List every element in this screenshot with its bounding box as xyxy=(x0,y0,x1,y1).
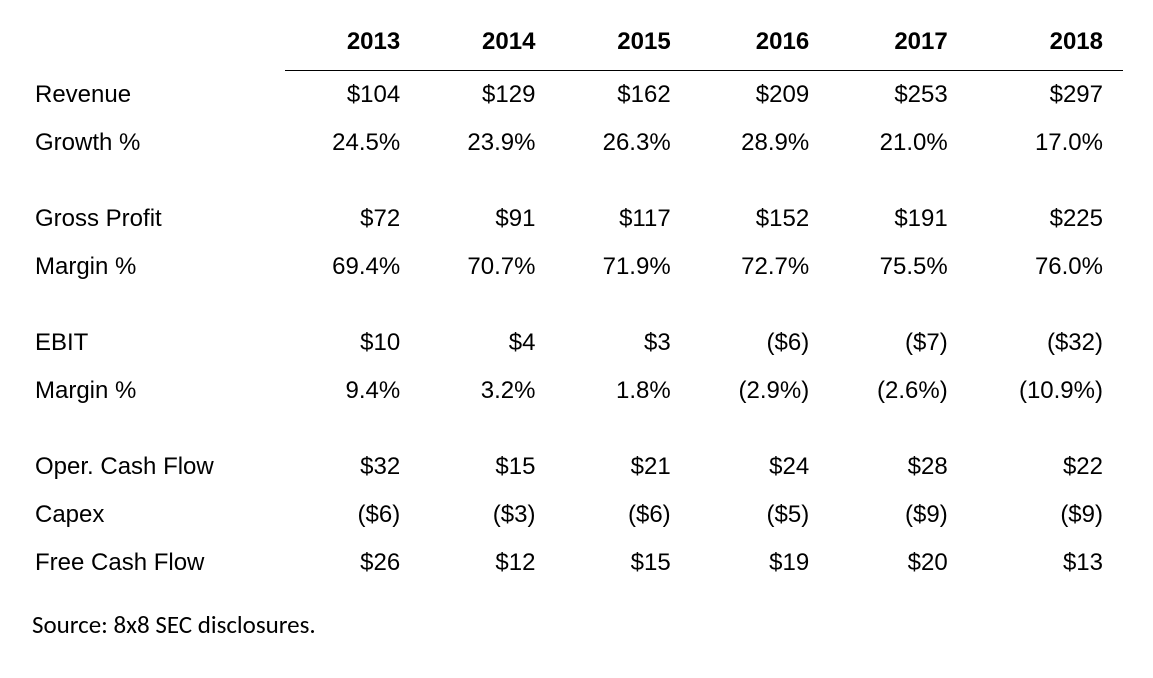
table-row: Oper. Cash Flow $32 $15 $21 $24 $28 $22 xyxy=(30,443,1123,491)
table-row: Capex ($6) ($3) ($6) ($5) ($9) ($9) xyxy=(30,491,1123,539)
table-row: Margin % 9.4% 3.2% 1.8% (2.9%) (2.6%) (1… xyxy=(30,367,1123,415)
row-label: Growth % xyxy=(30,119,285,167)
cell-value: ($7) xyxy=(829,319,968,367)
row-label: Free Cash Flow xyxy=(30,539,285,587)
cell-value: $162 xyxy=(555,71,690,120)
cell-value: $15 xyxy=(420,443,555,491)
table-body: Revenue $104 $129 $162 $209 $253 $297 Gr… xyxy=(30,71,1123,588)
row-label: Margin % xyxy=(30,367,285,415)
cell-value: 71.9% xyxy=(555,243,690,291)
table-row: Growth % 24.5% 23.9% 26.3% 28.9% 21.0% 1… xyxy=(30,119,1123,167)
cell-value: ($9) xyxy=(829,491,968,539)
cell-value: 3.2% xyxy=(420,367,555,415)
spacer-row xyxy=(30,415,1123,443)
cell-value: 21.0% xyxy=(829,119,968,167)
cell-value: $24 xyxy=(691,443,830,491)
source-note: Source: 8x8 SEC disclosures. xyxy=(30,609,1123,640)
table-row: Gross Profit $72 $91 $117 $152 $191 $225 xyxy=(30,195,1123,243)
cell-value: $297 xyxy=(968,71,1123,120)
cell-value: $20 xyxy=(829,539,968,587)
cell-value: $72 xyxy=(285,195,420,243)
cell-value: $21 xyxy=(555,443,690,491)
cell-value: $10 xyxy=(285,319,420,367)
cell-value: $12 xyxy=(420,539,555,587)
cell-value: (2.9%) xyxy=(691,367,830,415)
cell-value: $26 xyxy=(285,539,420,587)
header-year: 2018 xyxy=(968,20,1123,71)
row-label: Capex xyxy=(30,491,285,539)
cell-value: 1.8% xyxy=(555,367,690,415)
cell-value: 17.0% xyxy=(968,119,1123,167)
row-label: Margin % xyxy=(30,243,285,291)
cell-value: ($32) xyxy=(968,319,1123,367)
cell-value: 24.5% xyxy=(285,119,420,167)
cell-value: 75.5% xyxy=(829,243,968,291)
cell-value: $15 xyxy=(555,539,690,587)
header-year: 2017 xyxy=(829,20,968,71)
cell-value: $152 xyxy=(691,195,830,243)
cell-value: ($6) xyxy=(691,319,830,367)
cell-value: $3 xyxy=(555,319,690,367)
cell-value: $28 xyxy=(829,443,968,491)
header-blank xyxy=(30,20,285,71)
table-header-row: 2013 2014 2015 2016 2017 2018 xyxy=(30,20,1123,71)
cell-value: 26.3% xyxy=(555,119,690,167)
cell-value: ($3) xyxy=(420,491,555,539)
cell-value: $225 xyxy=(968,195,1123,243)
cell-value: $13 xyxy=(968,539,1123,587)
cell-value: 69.4% xyxy=(285,243,420,291)
cell-value: ($6) xyxy=(555,491,690,539)
table-row: Revenue $104 $129 $162 $209 $253 $297 xyxy=(30,71,1123,120)
spacer-row xyxy=(30,291,1123,319)
cell-value: $4 xyxy=(420,319,555,367)
cell-value: ($5) xyxy=(691,491,830,539)
cell-value: 72.7% xyxy=(691,243,830,291)
cell-value: $19 xyxy=(691,539,830,587)
cell-value: $129 xyxy=(420,71,555,120)
row-label: Revenue xyxy=(30,71,285,120)
cell-value: $209 xyxy=(691,71,830,120)
table-row: Margin % 69.4% 70.7% 71.9% 72.7% 75.5% 7… xyxy=(30,243,1123,291)
cell-value: 9.4% xyxy=(285,367,420,415)
cell-value: $117 xyxy=(555,195,690,243)
cell-value: ($6) xyxy=(285,491,420,539)
cell-value: 70.7% xyxy=(420,243,555,291)
table-row: EBIT $10 $4 $3 ($6) ($7) ($32) xyxy=(30,319,1123,367)
cell-value: $22 xyxy=(968,443,1123,491)
cell-value: 23.9% xyxy=(420,119,555,167)
row-label: EBIT xyxy=(30,319,285,367)
cell-value: $104 xyxy=(285,71,420,120)
table-row: Free Cash Flow $26 $12 $15 $19 $20 $13 xyxy=(30,539,1123,587)
header-year: 2014 xyxy=(420,20,555,71)
cell-value: (10.9%) xyxy=(968,367,1123,415)
header-year: 2015 xyxy=(555,20,690,71)
cell-value: (2.6%) xyxy=(829,367,968,415)
row-label: Oper. Cash Flow xyxy=(30,443,285,491)
financial-table: 2013 2014 2015 2016 2017 2018 Revenue $1… xyxy=(30,20,1123,587)
cell-value: $191 xyxy=(829,195,968,243)
cell-value: 76.0% xyxy=(968,243,1123,291)
cell-value: 28.9% xyxy=(691,119,830,167)
cell-value: ($9) xyxy=(968,491,1123,539)
cell-value: $32 xyxy=(285,443,420,491)
spacer-row xyxy=(30,167,1123,195)
cell-value: $253 xyxy=(829,71,968,120)
header-year: 2016 xyxy=(691,20,830,71)
cell-value: $91 xyxy=(420,195,555,243)
row-label: Gross Profit xyxy=(30,195,285,243)
header-year: 2013 xyxy=(285,20,420,71)
